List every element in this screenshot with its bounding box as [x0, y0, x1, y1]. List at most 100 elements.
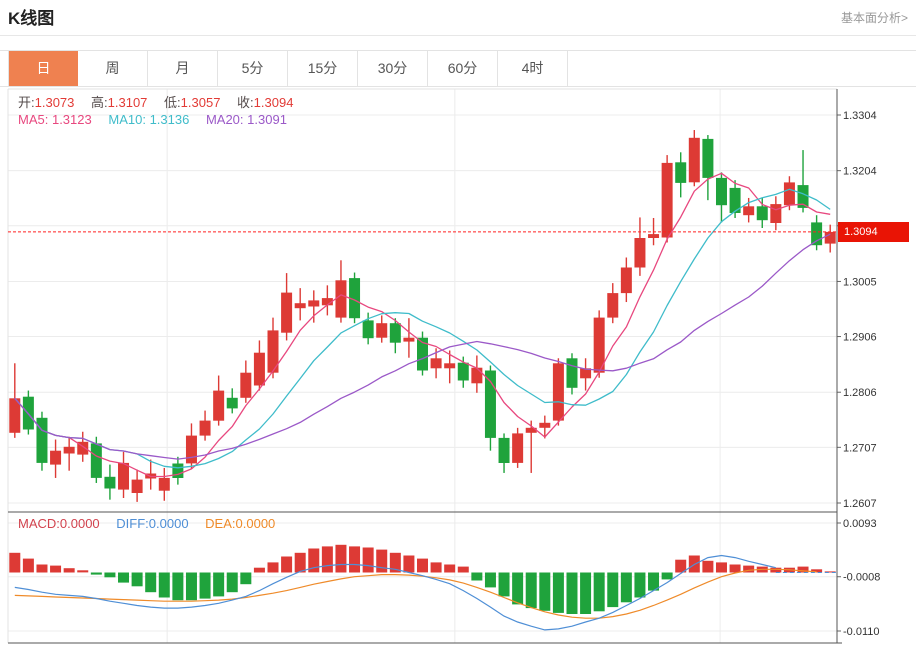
macd-hist-bar	[294, 552, 306, 573]
candle-body	[457, 362, 469, 381]
candle-body	[389, 323, 401, 343]
ma20-line	[14, 233, 831, 460]
macd-hist-bar	[620, 572, 632, 603]
candle-body	[648, 234, 660, 238]
ma20-legend: MA20: 1.3091	[205, 112, 287, 127]
close-legend: 收:1.3094	[237, 95, 294, 110]
tab-30min[interactable]: 30分	[358, 51, 428, 86]
macd-hist-bar	[376, 549, 388, 573]
macd-hist-bar	[389, 552, 401, 573]
macd-hist-bar	[675, 559, 687, 573]
macd-hist-bar	[444, 564, 456, 573]
ma10-line	[14, 188, 831, 469]
candle-body	[675, 162, 687, 183]
macd-hist-bar	[770, 567, 782, 573]
candle-body	[566, 358, 578, 388]
tab-day[interactable]: 日	[8, 51, 78, 86]
macd-value-legend: MACD:0.0000	[18, 516, 100, 531]
dea-line	[14, 568, 817, 619]
candle-body	[77, 441, 89, 455]
macd-axis-label: -0.0008	[843, 572, 880, 584]
macd-hist-bar	[471, 572, 483, 581]
tab-15min[interactable]: 15分	[288, 51, 358, 86]
candle-body	[471, 367, 483, 384]
candle-body	[36, 417, 48, 463]
tab-5min[interactable]: 5分	[218, 51, 288, 86]
candle-body	[824, 231, 836, 244]
candle-body	[634, 238, 646, 268]
macd-hist-bar	[430, 562, 442, 573]
macd-hist-bar	[648, 572, 660, 591]
macd-hist-bar	[335, 544, 347, 573]
candle-body	[50, 450, 62, 465]
candle-body	[729, 187, 741, 213]
macd-hist-bar	[158, 572, 170, 598]
macd-hist-bar	[308, 548, 320, 573]
ma5-line	[14, 172, 831, 478]
candle-body	[349, 278, 361, 319]
candle-body	[240, 372, 252, 398]
macd-hist-bar	[484, 572, 496, 588]
dea-value-legend: DEA:0.0000	[205, 516, 276, 531]
tab-week[interactable]: 周	[78, 51, 148, 86]
macd-hist-bar	[172, 572, 184, 601]
candle-body	[308, 300, 320, 307]
macd-hist-bar	[226, 572, 238, 593]
candle-body	[281, 292, 293, 333]
candle-body	[797, 185, 809, 208]
candle-body	[131, 479, 143, 493]
macd-hist-bar	[797, 566, 809, 573]
candle-body	[484, 370, 496, 438]
candle-body	[756, 206, 768, 221]
macd-hist-bar	[63, 568, 75, 573]
macd-hist-bar	[417, 558, 428, 573]
macd-hist-bar	[607, 572, 619, 608]
tab-60min[interactable]: 60分	[428, 51, 498, 86]
candle-body	[620, 267, 632, 294]
price-axis-label: 1.2906	[843, 332, 877, 344]
macd-hist-bar	[362, 547, 374, 573]
candle-body	[335, 280, 347, 318]
macd-hist-bar	[403, 555, 415, 573]
candle-body	[743, 206, 755, 216]
high-legend: 高:1.3107	[91, 95, 148, 110]
tab-4hour[interactable]: 4时	[498, 51, 568, 86]
period-tabbar: 日 周 月 5分 15分 30分 60分 4时	[0, 50, 916, 87]
fundamental-analysis-link[interactable]: 基本面分析>	[840, 11, 908, 25]
macd-hist-bar	[634, 572, 646, 598]
macd-hist-bar	[9, 552, 21, 573]
macd-hist-bar	[525, 572, 537, 609]
price-axis-label: 1.3204	[843, 166, 877, 178]
candle-body	[403, 337, 415, 342]
candle-body	[498, 437, 510, 463]
macd-hist-bar	[566, 572, 578, 614]
tab-month[interactable]: 月	[148, 51, 218, 86]
candle-body	[661, 162, 673, 238]
macd-hist-bar	[593, 572, 605, 612]
candle-body	[525, 427, 537, 433]
macd-hist-bar	[267, 562, 279, 573]
macd-hist-bar	[457, 566, 469, 573]
macd-hist-bar	[145, 572, 157, 593]
macd-hist-bar	[702, 560, 714, 573]
candle-body	[253, 352, 265, 386]
macd-legend: MACD:0.0000 DIFF:0.0000 DEA:0.0000	[18, 516, 288, 531]
price-axis-label: 1.3005	[843, 276, 877, 288]
page-title: K线图	[8, 9, 55, 28]
ma5-legend: MA5: 1.3123	[18, 112, 92, 127]
candle-body	[213, 390, 225, 421]
price-axis-label: 1.3304	[843, 110, 877, 122]
macd-hist-bar	[131, 572, 143, 587]
macd-axis-label: 0.0093	[843, 518, 877, 530]
candle-body	[362, 320, 374, 339]
diff-line	[14, 554, 776, 631]
macd-hist-bar	[77, 570, 89, 573]
macd-hist-bar	[213, 572, 225, 597]
macd-hist-bar	[552, 572, 564, 613]
candle-body	[512, 433, 524, 463]
ma10-legend: MA10: 1.3136	[108, 112, 190, 127]
diff-value-legend: DIFF:0.0000	[116, 516, 189, 531]
macd-hist-bar	[321, 546, 333, 573]
